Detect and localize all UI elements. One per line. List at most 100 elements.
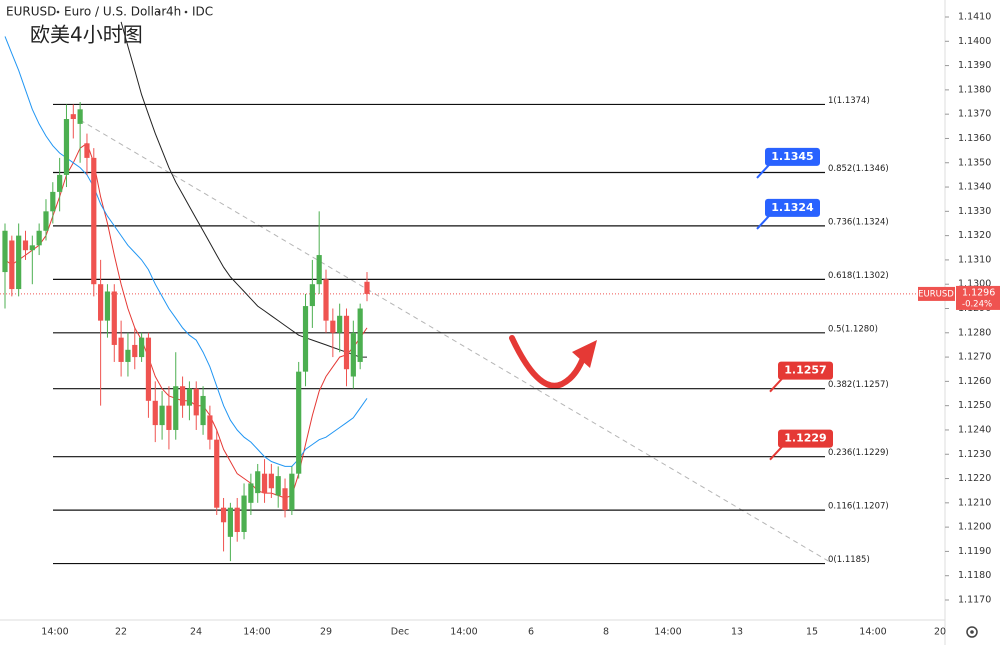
candle-body: [289, 473, 295, 511]
x-tick-label: 14:00: [654, 627, 681, 638]
fib-label: 0.382(1.1257): [828, 380, 889, 390]
y-tick-label: 1.1350: [958, 157, 991, 168]
price-badge-label: 1.1324: [771, 201, 814, 214]
y-tick-label: 1.1220: [958, 473, 991, 484]
price-tag-value: 1.1296: [962, 287, 995, 298]
price-badge-label: 1.1345: [771, 150, 813, 163]
candle-body: [357, 308, 363, 362]
symbol: EURUSD: [6, 5, 56, 19]
price-badge-label: 1.1229: [784, 432, 826, 445]
price-badge: [765, 198, 820, 217]
y-tick-label: 1.1230: [958, 449, 991, 460]
candle-body: [57, 174, 63, 192]
candle-body: [323, 279, 329, 321]
source: IDC: [192, 5, 213, 19]
candle-body: [173, 386, 179, 430]
fib-label: 0.618(1.1302): [828, 271, 889, 281]
candle-body: [275, 476, 281, 496]
x-tick-label: 24: [190, 627, 202, 638]
moving-average: [120, 21, 367, 358]
candle-body: [255, 471, 261, 494]
candle-body: [152, 400, 158, 426]
candle-body: [145, 337, 152, 401]
fib-label: 0.736(1.1324): [828, 217, 889, 227]
price-tag: [956, 285, 1000, 310]
separator: [184, 10, 188, 14]
fib-label: 0(1.1185): [828, 555, 870, 565]
x-tick-label: 14:00: [450, 627, 477, 638]
price-badge: [778, 361, 833, 380]
candle-body: [261, 473, 268, 494]
x-tick-label: 14:00: [243, 627, 270, 638]
y-tick-label: 1.1180: [958, 570, 991, 581]
y-tick-label: 1.1410: [958, 12, 991, 23]
candle-body: [330, 320, 336, 333]
candle-body: [268, 473, 274, 489]
y-tick-label: 1.1270: [958, 352, 991, 363]
y-tick-label: 1.1370: [958, 109, 991, 120]
candle-body: [16, 235, 22, 290]
fib-label: 0.116(1.1207): [828, 502, 889, 512]
candle-body: [343, 315, 350, 370]
candle-body: [29, 245, 35, 251]
candle-body: [302, 306, 309, 372]
y-tick-label: 1.1210: [958, 497, 991, 508]
fib-label: 0.5(1.1280): [828, 324, 878, 334]
x-tick-label: 6: [528, 627, 534, 638]
candle-body: [111, 291, 117, 345]
y-tick-label: 1.1280: [958, 327, 991, 338]
y-tick-label: 1.1380: [958, 84, 991, 95]
candle-body: [316, 255, 322, 285]
separator: [56, 10, 60, 14]
settings-icon[interactable]: [966, 626, 978, 638]
moving-average: [4, 142, 368, 499]
candle-body: [241, 495, 247, 532]
symbol-tag-text: EURUSD: [918, 289, 954, 299]
x-tick-label: 29: [320, 627, 332, 638]
candle-body: [248, 483, 254, 503]
instrument-name: Euro / U.S. Dollar: [64, 5, 166, 19]
x-tick-label: Dec: [391, 627, 409, 638]
candle-body: [296, 371, 302, 474]
y-tick-label: 1.1170: [958, 595, 991, 606]
candle-body: [139, 337, 145, 358]
fib-label: 1(1.1374): [828, 96, 870, 106]
x-tick-label: 14:00: [41, 627, 68, 638]
y-tick-label: 1.1400: [958, 36, 991, 47]
y-tick-label: 1.1320: [958, 230, 991, 241]
price-tag-change: -0.24%: [962, 299, 992, 309]
y-tick-label: 1.1260: [958, 376, 991, 387]
x-tick-label: 15: [806, 627, 818, 638]
badge-pointer: [769, 377, 783, 393]
y-tick-label: 1.1240: [958, 424, 991, 435]
forecast-arrow-head: [572, 340, 597, 368]
y-tick-label: 1.1200: [958, 522, 991, 533]
trend-line: [79, 119, 831, 563]
candle-body: [36, 230, 42, 246]
candle-body: [179, 386, 186, 406]
separator: [157, 10, 161, 14]
candle-body: [350, 332, 356, 377]
badge-pointer: [756, 215, 770, 230]
x-tick-label: 22: [115, 627, 127, 638]
candle-body: [200, 395, 206, 426]
candle-body: [125, 349, 131, 362]
candle-body: [214, 439, 220, 508]
candle-body: [234, 507, 240, 532]
badge-pointer: [769, 446, 783, 461]
x-tick-label: 14:00: [859, 627, 886, 638]
candle-body: [22, 240, 29, 251]
price-badge: [765, 147, 820, 166]
candle-body: [166, 405, 172, 430]
candle-body: [159, 405, 165, 426]
candle-body: [2, 230, 8, 273]
candle-body: [207, 415, 213, 440]
header: EURUSD Euro / U.S. Dollar 4h IDC 欧美4小时图: [6, 5, 213, 47]
candle-body: [337, 315, 343, 333]
price-badge: [778, 429, 833, 448]
candle-body: [77, 109, 83, 124]
candle-body: [50, 191, 56, 212]
candle-body: [98, 284, 104, 321]
y-tick-label: 1.1330: [958, 206, 991, 217]
